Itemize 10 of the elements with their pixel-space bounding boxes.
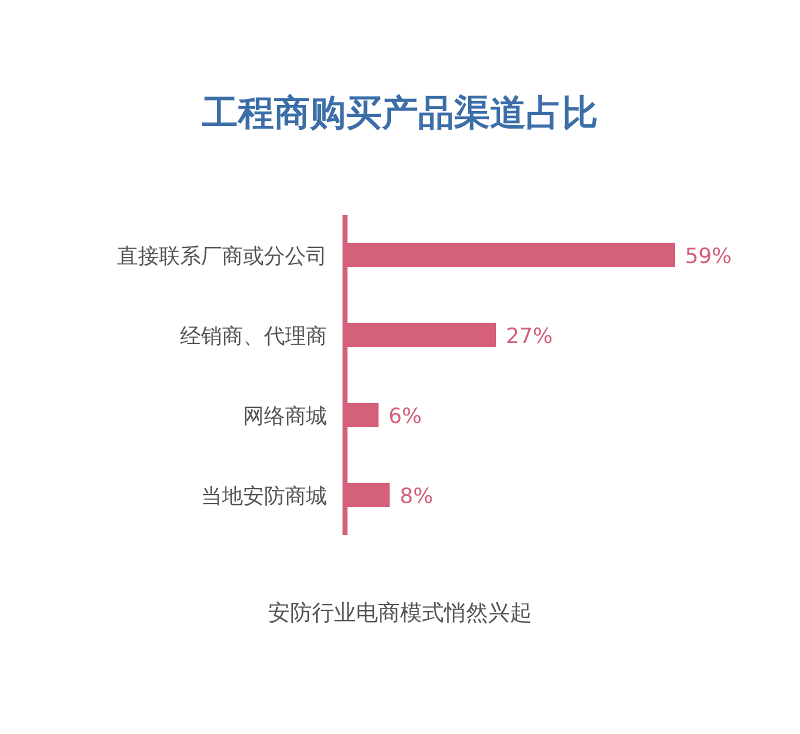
y-tick-label: 当地安防商城	[201, 484, 327, 508]
data-label: 6%	[388, 404, 422, 428]
y-tick-label: 网络商城	[243, 404, 327, 428]
data-label: 59%	[685, 244, 732, 268]
text: 安防行业电商模式悄然兴起	[268, 601, 532, 626]
chart-title: 工程商购买产品渠道占比	[202, 93, 598, 134]
y-tick-label: 直接联系厂商或分公司	[117, 244, 327, 268]
data-label: 27%	[506, 324, 553, 348]
data-label: 8%	[400, 484, 434, 508]
y-tick-label: 经销商、代理商	[180, 324, 327, 348]
